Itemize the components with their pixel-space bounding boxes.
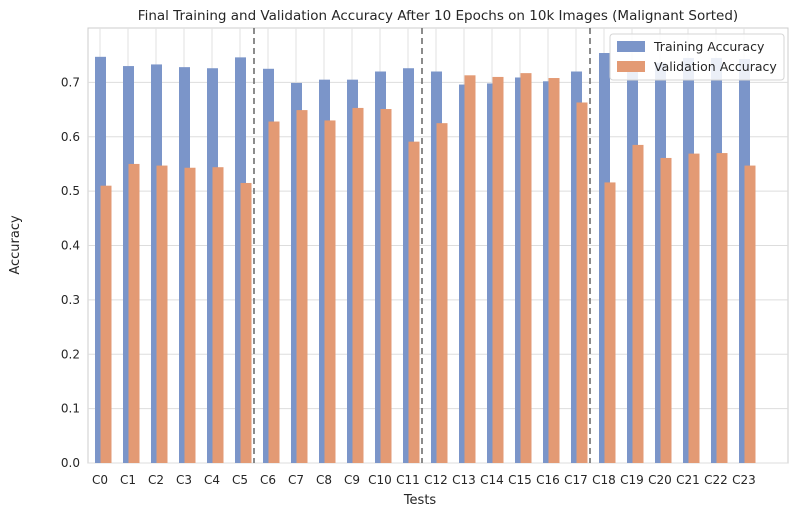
x-tick-label: C17 (564, 473, 588, 487)
x-tick-label: C22 (704, 473, 728, 487)
x-tick-label: C12 (424, 473, 448, 487)
x-tick-label: C21 (676, 473, 700, 487)
validation-accuracy-bar (184, 167, 196, 463)
x-tick-label: C2 (148, 473, 164, 487)
validation-accuracy-bar (604, 182, 616, 464)
legend-swatch-validation (617, 61, 645, 72)
validation-accuracy-bar (380, 109, 392, 464)
y-tick-label: 0.1 (61, 402, 80, 416)
validation-accuracy-bar (324, 120, 336, 463)
validation-accuracy-bar (548, 78, 560, 464)
x-tick-label: C13 (452, 473, 476, 487)
validation-accuracy-bar (632, 144, 644, 463)
validation-accuracy-bar (436, 123, 448, 463)
validation-accuracy-bar (660, 157, 672, 464)
separator-lines (253, 28, 591, 463)
x-tick-label: C19 (620, 473, 644, 487)
validation-accuracy-bar (352, 107, 364, 464)
x-tick-label: C4 (204, 473, 220, 487)
validation-accuracy-bar (296, 110, 308, 463)
x-tick-label: C20 (648, 473, 672, 487)
y-axis-title: Accuracy (8, 215, 23, 275)
legend-swatch-training (617, 41, 645, 52)
x-tick-label: C9 (344, 473, 360, 487)
validation-accuracy-bar (156, 165, 168, 463)
x-tick-label: C11 (396, 473, 420, 487)
y-tick-label: 0.5 (61, 184, 80, 198)
x-tick-label: C10 (368, 473, 392, 487)
x-tick-label: C18 (592, 473, 616, 487)
validation-accuracy-bar (408, 141, 420, 464)
validation-accuracy-bar (744, 165, 756, 463)
y-tick-label: 0.0 (61, 456, 80, 470)
validation-accuracy-bar (240, 182, 252, 463)
y-tick-label: 0.3 (61, 293, 80, 307)
x-tick-label: C14 (480, 473, 504, 487)
x-tick-label: C16 (536, 473, 560, 487)
validation-accuracy-bar (268, 121, 280, 464)
y-tick-label: 0.6 (61, 130, 80, 144)
validation-accuracy-bar (128, 163, 140, 463)
x-tick-label: C1 (120, 473, 136, 487)
x-tick-label: C7 (288, 473, 304, 487)
x-tick-label: C0 (92, 473, 108, 487)
validation-accuracy-bar (576, 102, 588, 464)
x-tick-label: C15 (508, 473, 532, 487)
validation-accuracy-bar (520, 73, 532, 463)
x-tick-label: C3 (176, 473, 192, 487)
x-axis-title: Tests (403, 493, 437, 508)
y-ticks: 0.0 0.1 0.2 0.3 0.4 0.5 0.6 0.7 (61, 75, 80, 470)
legend-box (609, 33, 785, 81)
validation-accuracy-bar (716, 153, 728, 463)
x-ticks: C0 C1 C2 C3 C4 C5 C6 C7 C8 C9 C10 C11 C12 C13 C14 C15 C1… (92, 473, 756, 487)
validation-accuracy-bar (464, 75, 476, 464)
x-tick-label: C23 (732, 473, 756, 487)
y-tick-label: 0.7 (61, 75, 80, 89)
x-tick-label: C6 (260, 473, 276, 487)
validation-accuracy-bar (688, 153, 700, 463)
y-tick-label: 0.4 (61, 239, 80, 253)
legend: Training Accuracy Validation Accuracy (609, 33, 785, 81)
legend-label-training: Training Accuracy (653, 39, 765, 54)
chart-title: Final Training and Validation Accuracy A… (138, 8, 738, 24)
legend-label-validation: Validation Accuracy (654, 59, 777, 74)
validation-accuracy-bar (492, 76, 504, 463)
bars (95, 53, 756, 464)
x-tick-label: C8 (316, 473, 332, 487)
x-tick-label: C5 (232, 473, 248, 487)
y-tick-label: 0.2 (61, 347, 80, 361)
validation-accuracy-bar (100, 185, 112, 463)
validation-accuracy-bar (212, 167, 224, 463)
